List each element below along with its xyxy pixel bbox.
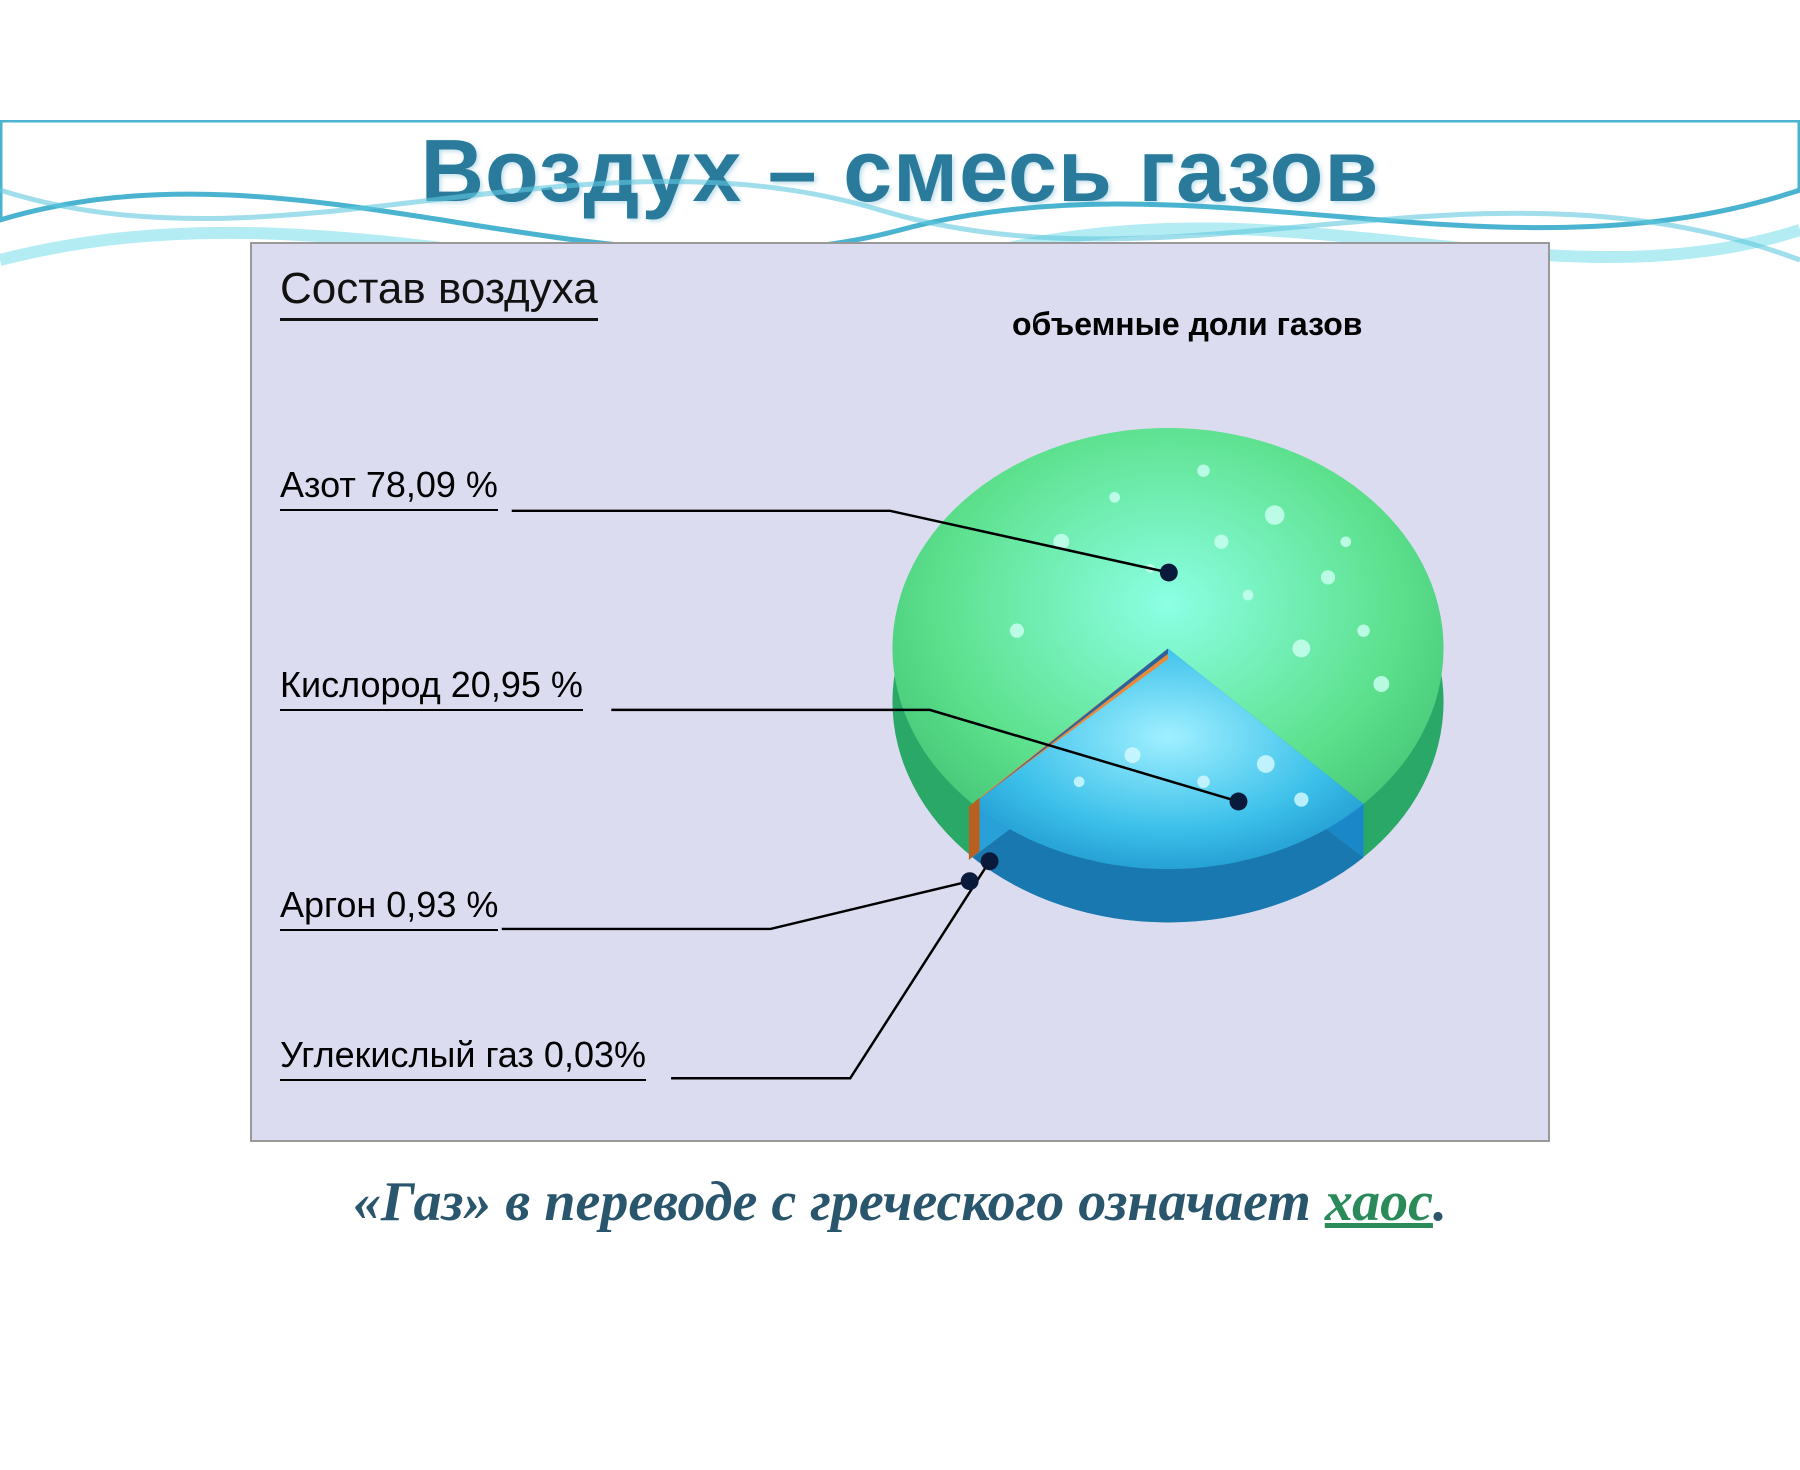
chart-subtitle: объемные доли газов: [1012, 306, 1362, 343]
footer-text: «Газ» в переводе с греческого означает х…: [0, 1170, 1800, 1234]
pie-chart: [848, 364, 1488, 1004]
chart-title: Состав воздуха: [280, 264, 598, 321]
footer-suffix: .: [1433, 1171, 1447, 1233]
slide-title: Воздух – смесь газов: [0, 120, 1800, 222]
chart-panel: Состав воздуха объемные доли газов Азот …: [250, 242, 1550, 1142]
footer-prefix: «Газ» в переводе с греческого означает: [353, 1171, 1325, 1233]
footer-highlight: хаос: [1325, 1171, 1433, 1233]
